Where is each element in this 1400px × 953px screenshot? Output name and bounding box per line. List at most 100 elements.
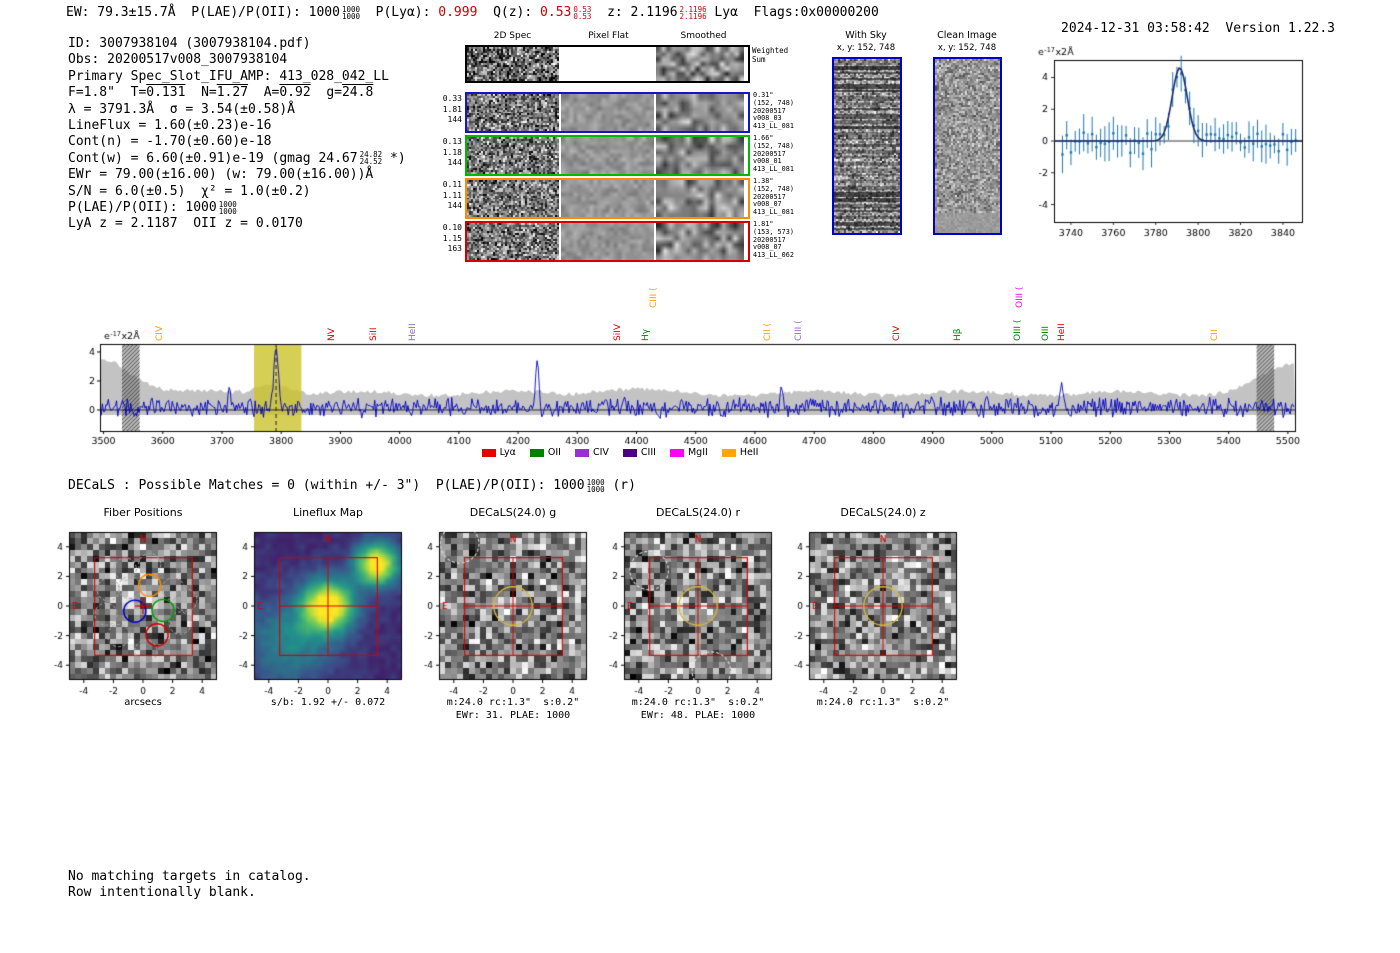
legend-item: CIV bbox=[574, 447, 609, 458]
text-segment: S/N = 6.0(±0.5) χ² = 1.0(±0.2) bbox=[68, 183, 311, 199]
legend-label: CIII bbox=[640, 447, 656, 458]
report-version: Version 1.22.3 bbox=[1225, 21, 1335, 37]
info-line: F=1.8" T=0.131 N=1.27 A=0.92 g=24.8 bbox=[68, 85, 406, 101]
panel-title-fiber-positions: Fiber Positions bbox=[103, 506, 183, 519]
value-stack: 2.1196 2.1196 bbox=[679, 4, 707, 21]
row-scale-labels: 0.10 1.15 163 bbox=[442, 223, 462, 253]
decals-r-panel bbox=[584, 526, 774, 700]
legend-swatch bbox=[574, 448, 589, 457]
clean-image-frame bbox=[933, 57, 1002, 235]
panel-title-lineflux-map: Lineflux Map bbox=[292, 506, 364, 519]
row-smoothed-image bbox=[656, 94, 744, 131]
text-segment: λ = 3791.3Å σ = 3.54(±0.58)Å bbox=[68, 101, 295, 117]
text-segment: P(LAE)/P(OII): 1000 bbox=[68, 200, 217, 216]
with-sky-coords: x, y: 152, 748 bbox=[836, 43, 896, 53]
info-line: LyA z = 2.1187 OII z = 0.0170 bbox=[68, 216, 406, 232]
info-line: EWr = 79.00(±16.00) (w: 79.00(±16.00))Å bbox=[68, 167, 406, 183]
panel-title-decals-g: DECaLS(24.0) g bbox=[469, 506, 557, 519]
arcsecs-label: arcsecs bbox=[124, 697, 162, 708]
legend-label: HeII bbox=[739, 447, 759, 458]
lineflux-map-panel bbox=[214, 526, 404, 700]
value-stack: 1000 1000 bbox=[586, 477, 605, 494]
text-segment: z: 2.1196 bbox=[591, 5, 678, 20]
col-header-smoothed: Smoothed bbox=[680, 31, 727, 41]
row-smoothed-image bbox=[656, 180, 744, 217]
text-segment: A= bbox=[248, 85, 280, 101]
text-segment: 0.131 bbox=[146, 85, 186, 101]
row-fiber-info: 0.31" (152, 748) 20200517 v008_03 413_LL… bbox=[753, 91, 794, 131]
spec2d-row bbox=[465, 135, 750, 176]
value-stack: 24.82 24.52 bbox=[359, 150, 383, 167]
legend-item: HeII bbox=[721, 447, 759, 458]
row-fiber-info: 1.66" (152, 748) 20200517 v008_01 413_LL… bbox=[753, 134, 794, 174]
emission-line-label: OIII ( bbox=[1015, 286, 1026, 308]
legend-item: MgII bbox=[669, 447, 708, 458]
weighted-sum-strip bbox=[465, 45, 750, 83]
row-2dspec-image bbox=[467, 180, 559, 217]
info-line: ID: 3007938104 (3007938104.pdf) bbox=[68, 36, 406, 52]
row-pixelflat-image bbox=[561, 137, 654, 174]
info-line: λ = 3791.3Å σ = 3.54(±0.58)Å bbox=[68, 102, 406, 118]
spectrum-legend: Lyα OII CIV CIII MgII HeII bbox=[370, 447, 870, 458]
legend-item: Lyα bbox=[481, 447, 516, 458]
text-segment: 24.8 bbox=[341, 85, 374, 101]
footer-line-2: Row intentionally blank. bbox=[68, 885, 256, 900]
clean-image bbox=[935, 59, 1000, 233]
text-segment: (r) bbox=[604, 478, 636, 493]
row-fiber-info: 1.81" (153, 573) 20200517 v008_07 413_LL… bbox=[753, 220, 794, 260]
meta-spacer bbox=[1210, 21, 1226, 36]
panel-title-decals-r: DECaLS(24.0) r bbox=[655, 506, 741, 519]
value-stack: 0.53 0.53 bbox=[573, 4, 592, 21]
spec2d-row bbox=[465, 92, 750, 133]
report-datetime: 2024-12-31 03:58:42 bbox=[1061, 21, 1210, 37]
text-segment: 0.92 bbox=[279, 85, 311, 101]
legend-swatch bbox=[481, 448, 496, 457]
decals-r-ewr-caption: EWr: 48. PLAE: 1000 bbox=[640, 710, 756, 721]
weighted-2dspec-image bbox=[467, 47, 559, 81]
catalog-matches-line: DECaLS : Possible Matches = 0 (within +/… bbox=[68, 478, 636, 494]
full-spectrum-plot bbox=[60, 330, 1310, 450]
legend-label: OII bbox=[547, 447, 561, 458]
row-2dspec-image bbox=[467, 137, 559, 174]
decals-g-ewr-caption: EWr: 31. PLAE: 1000 bbox=[455, 710, 571, 721]
legend-label: MgII bbox=[687, 447, 708, 458]
legend-swatch bbox=[669, 448, 684, 457]
legend-swatch bbox=[622, 448, 637, 457]
spec2d-row bbox=[465, 178, 750, 219]
text-segment: 0.999 bbox=[438, 5, 478, 20]
text-segment: Lyα Flags:0x00000200 bbox=[706, 5, 879, 20]
decals-z-panel bbox=[769, 526, 959, 700]
text-segment: N= bbox=[185, 85, 217, 101]
row-smoothed-image bbox=[656, 223, 744, 260]
row-scale-labels: 0.33 1.81 144 bbox=[442, 94, 462, 124]
report-meta: 2024-12-31 03:58:42 Version 1.22.3 bbox=[1000, 5, 1335, 38]
with-sky-frame bbox=[832, 57, 902, 235]
decals-r-aperture-caption: m:24.0 rc:1.3" s:0.2" bbox=[631, 697, 765, 708]
text-segment: Cont(w) = 6.60(±0.91)e-19 (gmag 24.67 bbox=[68, 150, 358, 166]
row-scale-labels: 0.11 1.11 144 bbox=[442, 180, 462, 210]
text-segment: EW: 79.3±15.7Å P(LAE)/P(OII): 1000 bbox=[66, 5, 340, 20]
legend-swatch bbox=[721, 448, 736, 457]
clean-image-title: Clean Image bbox=[937, 30, 997, 41]
text-segment: *) bbox=[382, 150, 406, 166]
decals-g-aperture-caption: m:24.0 rc:1.3" s:0.2" bbox=[446, 697, 580, 708]
info-line: P(LAE)/P(OII): 1000 1000 1000 bbox=[68, 200, 406, 216]
info-line: LineFlux = 1.60(±0.23)e-16 bbox=[68, 118, 406, 134]
value-stack: 1000 1000 bbox=[341, 4, 360, 21]
text-segment: DECaLS : Possible Matches = 0 (within +/… bbox=[68, 478, 585, 493]
row-fiber-info: 1.38" (152, 748) 20200517 v008_07 413_LL… bbox=[753, 177, 794, 217]
panel-title-decals-z: DECaLS(24.0) z bbox=[840, 506, 926, 519]
row-scale-labels: 0.13 1.18 144 bbox=[442, 137, 462, 167]
text-segment: g= bbox=[310, 85, 342, 101]
lineflux-sb-caption: s/b: 1.92 +/- 0.072 bbox=[270, 697, 386, 708]
legend-label: Lyα bbox=[499, 447, 516, 458]
text-segment: Primary Spec_Slot_IFU_AMP: 413_028_042_L… bbox=[68, 68, 389, 84]
footer-line-1: No matching targets in catalog. bbox=[68, 869, 311, 884]
info-line: Primary Spec_Slot_IFU_AMP: 413_028_042_L… bbox=[68, 69, 406, 85]
info-line: Cont(w) = 6.60(±0.91)e-19 (gmag 24.67 24.… bbox=[68, 151, 406, 167]
weighted-smoothed-image bbox=[656, 47, 744, 81]
text-segment: 0.53 bbox=[540, 5, 572, 20]
legend-item: OII bbox=[529, 447, 561, 458]
with-sky-title: With Sky bbox=[845, 30, 887, 41]
row-pixelflat-image bbox=[561, 223, 654, 260]
